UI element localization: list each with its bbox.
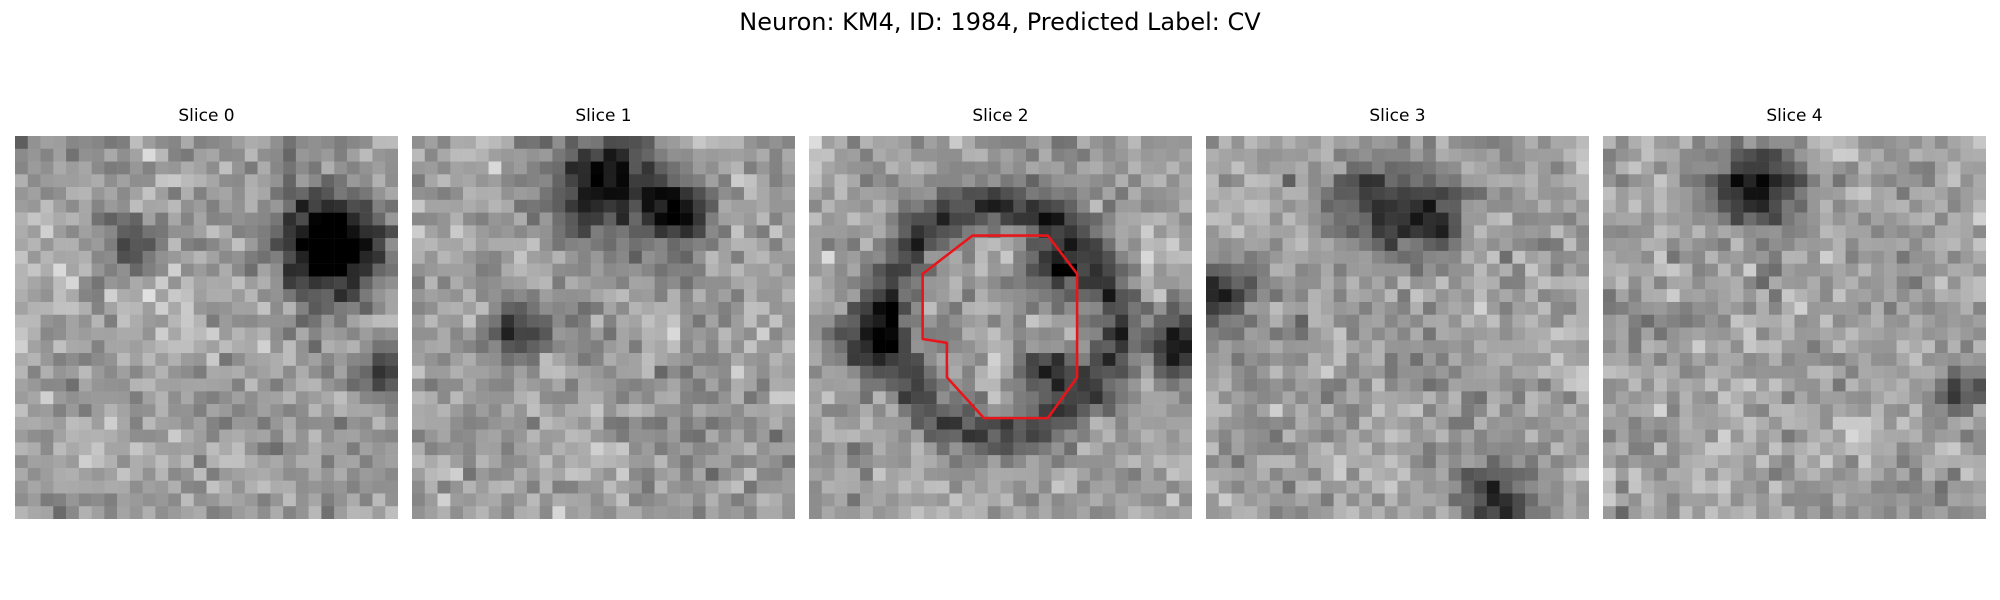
slice-panel-0: Slice 0 bbox=[15, 105, 398, 519]
slice-image-3 bbox=[1206, 136, 1589, 519]
slice-pixels-3 bbox=[1206, 136, 1589, 519]
slice-image-0 bbox=[15, 136, 398, 519]
slice-image-2 bbox=[809, 136, 1192, 519]
slice-pixels-0 bbox=[15, 136, 398, 519]
slice-title-0: Slice 0 bbox=[178, 106, 235, 126]
slice-title-3: Slice 3 bbox=[1369, 106, 1426, 126]
figure-title: Neuron: KM4, ID: 1984, Predicted Label: … bbox=[739, 8, 1261, 36]
slice-pixels-4 bbox=[1603, 136, 1986, 519]
slice-panel-4: Slice 4 bbox=[1603, 105, 1986, 519]
slice-pixels-2 bbox=[809, 136, 1192, 519]
slice-image-1 bbox=[412, 136, 795, 519]
slice-image-4 bbox=[1603, 136, 1986, 519]
slice-title-1: Slice 1 bbox=[575, 106, 632, 126]
slice-title-2: Slice 2 bbox=[972, 106, 1029, 126]
slice-panel-3: Slice 3 bbox=[1206, 105, 1589, 519]
slice-panel-2: Slice 2 bbox=[809, 105, 1192, 519]
slice-pixels-1 bbox=[412, 136, 795, 519]
slice-title-4: Slice 4 bbox=[1766, 106, 1823, 126]
slice-panel-1: Slice 1 bbox=[412, 105, 795, 519]
roi-outline bbox=[921, 234, 1079, 420]
